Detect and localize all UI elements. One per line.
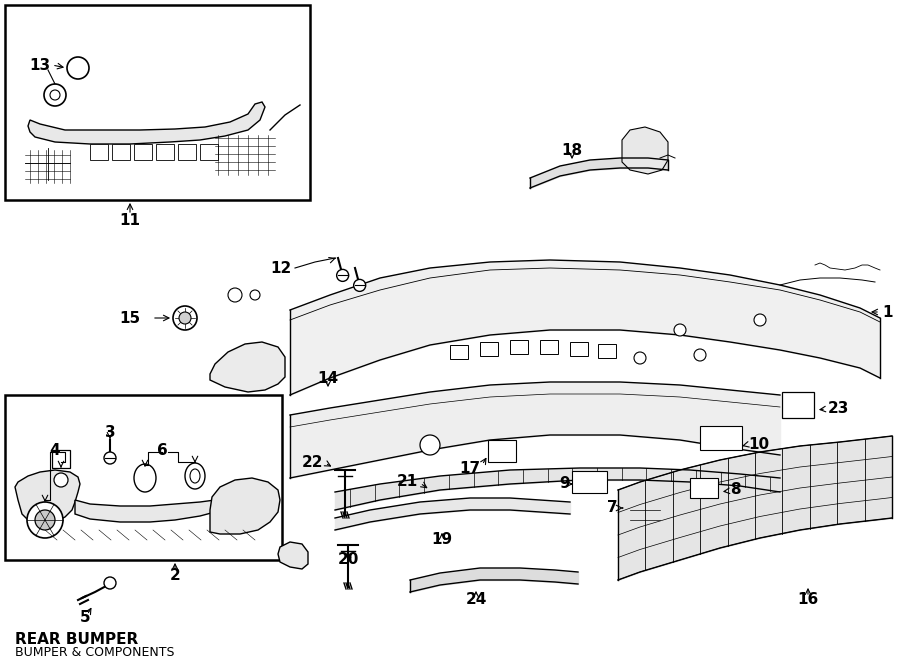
Bar (480, 342, 498, 356)
Bar (510, 340, 528, 354)
Circle shape (420, 435, 440, 455)
Text: 13: 13 (30, 58, 50, 73)
Circle shape (694, 349, 706, 361)
Text: 9: 9 (560, 477, 570, 491)
Polygon shape (622, 127, 668, 174)
Bar (52, 450, 70, 468)
Circle shape (35, 510, 55, 530)
Text: 3: 3 (104, 424, 115, 440)
Bar (5, 5, 310, 200)
Text: 22: 22 (302, 455, 323, 469)
Text: 11: 11 (120, 213, 140, 228)
Circle shape (250, 290, 260, 300)
Text: 2: 2 (169, 567, 180, 583)
Circle shape (44, 84, 66, 106)
Text: 14: 14 (318, 371, 338, 385)
Circle shape (27, 502, 63, 538)
Circle shape (104, 577, 116, 589)
Text: 18: 18 (562, 142, 582, 158)
Text: 24: 24 (465, 592, 487, 608)
Bar (112, 144, 130, 160)
Text: 1: 1 (882, 305, 893, 320)
Text: 17: 17 (459, 461, 480, 475)
Text: 6: 6 (157, 442, 167, 457)
Bar (782, 392, 814, 418)
Text: 23: 23 (828, 401, 850, 416)
Circle shape (228, 288, 242, 302)
Text: 15: 15 (119, 310, 140, 326)
Text: 16: 16 (797, 592, 819, 608)
Circle shape (494, 446, 506, 458)
Text: BUMPER & COMPONENTS: BUMPER & COMPONENTS (15, 647, 175, 659)
Bar (134, 144, 152, 160)
Circle shape (179, 312, 191, 324)
Text: 20: 20 (338, 553, 359, 567)
Text: REAR BUMPER: REAR BUMPER (15, 632, 139, 647)
Bar (598, 344, 616, 358)
Bar (200, 144, 218, 160)
Bar (690, 478, 718, 498)
Text: 21: 21 (397, 475, 418, 489)
Polygon shape (210, 478, 280, 534)
Bar (570, 342, 588, 356)
Ellipse shape (185, 463, 205, 489)
Text: 12: 12 (271, 261, 292, 275)
Circle shape (173, 306, 197, 330)
Polygon shape (15, 470, 80, 524)
Polygon shape (75, 500, 215, 522)
Bar (178, 144, 196, 160)
Polygon shape (278, 542, 308, 569)
Text: 4: 4 (50, 442, 60, 457)
Circle shape (54, 473, 68, 487)
Circle shape (674, 324, 686, 336)
Circle shape (50, 90, 60, 100)
Ellipse shape (190, 469, 200, 483)
Circle shape (354, 279, 365, 291)
Text: 5: 5 (80, 610, 90, 626)
Text: 8: 8 (730, 483, 741, 498)
Circle shape (104, 452, 116, 464)
Circle shape (754, 314, 766, 326)
Bar (90, 144, 108, 160)
Bar (572, 471, 607, 493)
Ellipse shape (134, 464, 156, 492)
Text: 7: 7 (608, 500, 618, 516)
Circle shape (634, 352, 646, 364)
Bar (5, 395, 282, 560)
Bar (540, 340, 558, 354)
Bar (488, 440, 516, 462)
Polygon shape (28, 102, 265, 144)
Bar (450, 345, 468, 359)
Bar (700, 426, 742, 450)
Text: 10: 10 (748, 436, 770, 451)
Circle shape (67, 57, 89, 79)
Circle shape (337, 269, 348, 281)
Bar (156, 144, 174, 160)
Text: 19: 19 (431, 532, 453, 547)
Polygon shape (210, 342, 285, 392)
